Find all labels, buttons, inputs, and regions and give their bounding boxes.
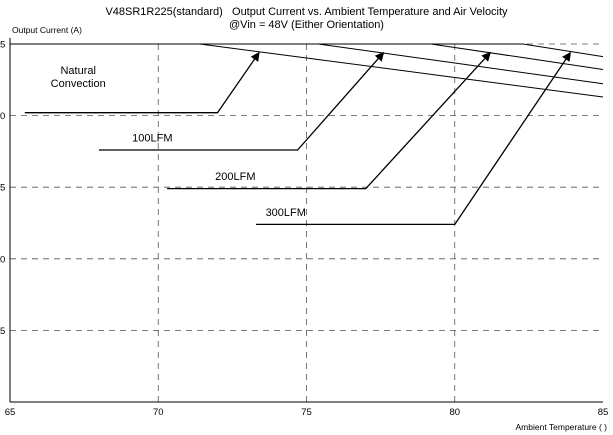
y-tick-label: 0 (0, 254, 5, 265)
annotation-arrow-3 (256, 51, 571, 226)
annotation-arrow-2 (167, 51, 491, 190)
annotation-label: 100LFM (132, 132, 172, 144)
x-axis-label: Ambient Temperature ( ) (515, 422, 608, 432)
annotation-arrow-0 (24, 51, 260, 114)
y-tick-label: 5 (0, 183, 5, 194)
y-tick-label: 0 (0, 111, 5, 122)
x-tick-label: 65 (5, 407, 16, 418)
chart-title: V48SR1R225(standard) Output Current vs. … (105, 6, 508, 18)
x-tick-label: 80 (449, 407, 460, 418)
y-tick-label: 5 (0, 40, 5, 51)
y-tick-label: 5 (0, 326, 5, 337)
annotation-arrow-1 (99, 51, 385, 151)
annotation-label: 300LFM (266, 207, 306, 219)
annotation-label: Convection (51, 78, 106, 90)
x-tick-label: 75 (301, 407, 312, 418)
series-line-3 (10, 43, 604, 58)
x-tick-label: 70 (153, 407, 164, 418)
x-tick-label: 85 (598, 407, 609, 418)
y-axis-label: Output Current (A) (12, 25, 82, 35)
annotation-label: Natural (60, 65, 95, 77)
annotation-label: 200LFM (215, 171, 255, 183)
chart-subtitle: @Vin = 48V (Either Orientation) (229, 19, 384, 31)
